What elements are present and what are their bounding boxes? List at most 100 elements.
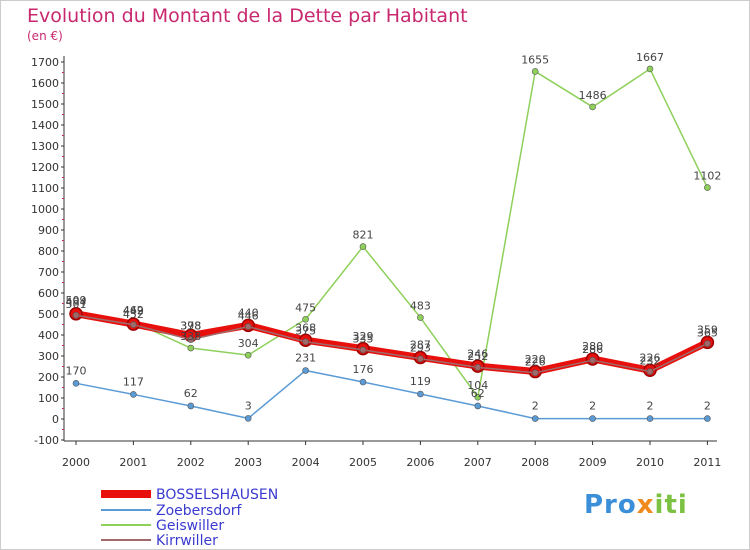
data-point: [359, 378, 367, 386]
y-tick-label: 1200: [31, 161, 59, 174]
data-label: 449: [123, 305, 144, 318]
data-label: 117: [123, 375, 144, 388]
data-label: 398: [180, 319, 201, 332]
data-point: [417, 314, 424, 321]
y-tick-label: 1100: [31, 182, 59, 195]
data-point: [187, 336, 195, 343]
data-point: [417, 390, 424, 398]
y-tick-label: 300: [38, 350, 59, 363]
data-point: [704, 340, 711, 347]
data-point: [244, 351, 252, 359]
y-tick-label: 1500: [31, 98, 59, 111]
y-tick-label: 600: [38, 287, 59, 300]
y-tick-label: 1600: [31, 77, 59, 90]
data-label: 226: [640, 352, 661, 365]
series-line-geiswiller: [75, 68, 709, 398]
data-label: 462: [123, 304, 144, 317]
legend-label-geiswiller: Geiswiller: [156, 518, 224, 534]
data-point: [531, 68, 539, 75]
data-label: 375: [295, 324, 316, 337]
data-point: [244, 323, 252, 330]
data-label: 246: [467, 347, 488, 360]
series-line-bosselshausen: [72, 310, 711, 376]
data-label: 338: [180, 330, 201, 343]
data-point: [646, 415, 654, 422]
data-label: 2: [704, 400, 711, 413]
data-label: 501: [66, 298, 87, 311]
data-label: 509: [66, 294, 87, 307]
data-label: 232: [640, 354, 661, 367]
x-tick-label: 2010: [636, 456, 664, 469]
x-tick-label: 2007: [464, 456, 492, 469]
y-tick-label: -100: [34, 434, 59, 447]
y-tick-label: 700: [38, 266, 59, 279]
data-point: [187, 344, 195, 352]
data-label: 170: [66, 364, 87, 377]
data-point: [474, 402, 482, 410]
data-label: 483: [410, 300, 431, 313]
legend-label-kirrwiller: Kirrwiller: [156, 533, 218, 549]
data-point: [302, 315, 309, 323]
data-label: 62: [184, 387, 198, 400]
data-label: 475: [295, 301, 316, 314]
data-label: 2: [589, 400, 596, 413]
data-point: [302, 338, 309, 346]
data-label: 446: [238, 309, 259, 322]
y-tick-label: 200: [38, 371, 59, 384]
data-label: 2: [647, 400, 654, 413]
data-point: [704, 415, 711, 422]
y-tick-label: 0: [52, 413, 59, 426]
data-label: 440: [238, 307, 259, 320]
data-point: [589, 415, 596, 422]
data-label: 821: [353, 229, 374, 242]
x-tick-label: 2009: [579, 456, 607, 469]
data-label: 494: [66, 295, 87, 308]
data-point: [589, 103, 596, 111]
y-tick-label: 1700: [31, 56, 59, 69]
data-label: 104: [467, 379, 488, 392]
y-tick-label: 1000: [31, 203, 59, 216]
series-line-zoebersdorf: [75, 369, 709, 420]
y-tick-label: 900: [38, 224, 59, 237]
data-label: 280: [582, 340, 603, 353]
y-tick-label: 400: [38, 329, 59, 342]
data-label: 365: [697, 326, 718, 339]
x-tick-label: 2000: [62, 456, 90, 469]
y-tick-label: 800: [38, 245, 59, 258]
data-point: [359, 346, 367, 354]
data-point: [531, 369, 539, 377]
data-point: [130, 391, 137, 398]
data-label: 335: [353, 333, 374, 346]
x-tick-label: 2011: [693, 456, 721, 469]
data-label: 304: [238, 337, 259, 350]
data-point: [359, 243, 367, 250]
data-label: 329: [353, 330, 374, 343]
data-label: 252: [467, 350, 488, 363]
data-point: [474, 393, 482, 401]
data-label: 1667: [636, 51, 664, 64]
data-label: 3: [245, 399, 252, 412]
y-tick-label: 100: [38, 392, 59, 405]
data-label: 1102: [693, 170, 721, 183]
data-label: 378: [180, 320, 201, 333]
data-label: 1655: [521, 53, 549, 66]
data-label: 226: [525, 356, 546, 369]
data-point: [72, 379, 80, 387]
data-point: [72, 311, 80, 319]
data-point: [704, 184, 711, 191]
data-point: [646, 368, 654, 375]
chart-title: Evolution du Montant de la Dette par Hab…: [27, 5, 468, 27]
data-point: [646, 65, 654, 73]
proxiti-logo: Proxiti: [584, 490, 688, 520]
data-point: [531, 415, 539, 422]
data-label: 452: [123, 308, 144, 321]
x-tick-label: 2008: [521, 456, 549, 469]
data-label: 287: [410, 339, 431, 352]
y-tick-label: 1300: [31, 140, 59, 153]
x-tick-label: 2001: [119, 456, 147, 469]
data-point: [302, 367, 309, 374]
legend-label-zoebersdorf: Zoebersdorf: [156, 503, 243, 519]
x-tick-label: 2002: [177, 456, 205, 469]
series-line-kirrwiller: [75, 314, 709, 374]
